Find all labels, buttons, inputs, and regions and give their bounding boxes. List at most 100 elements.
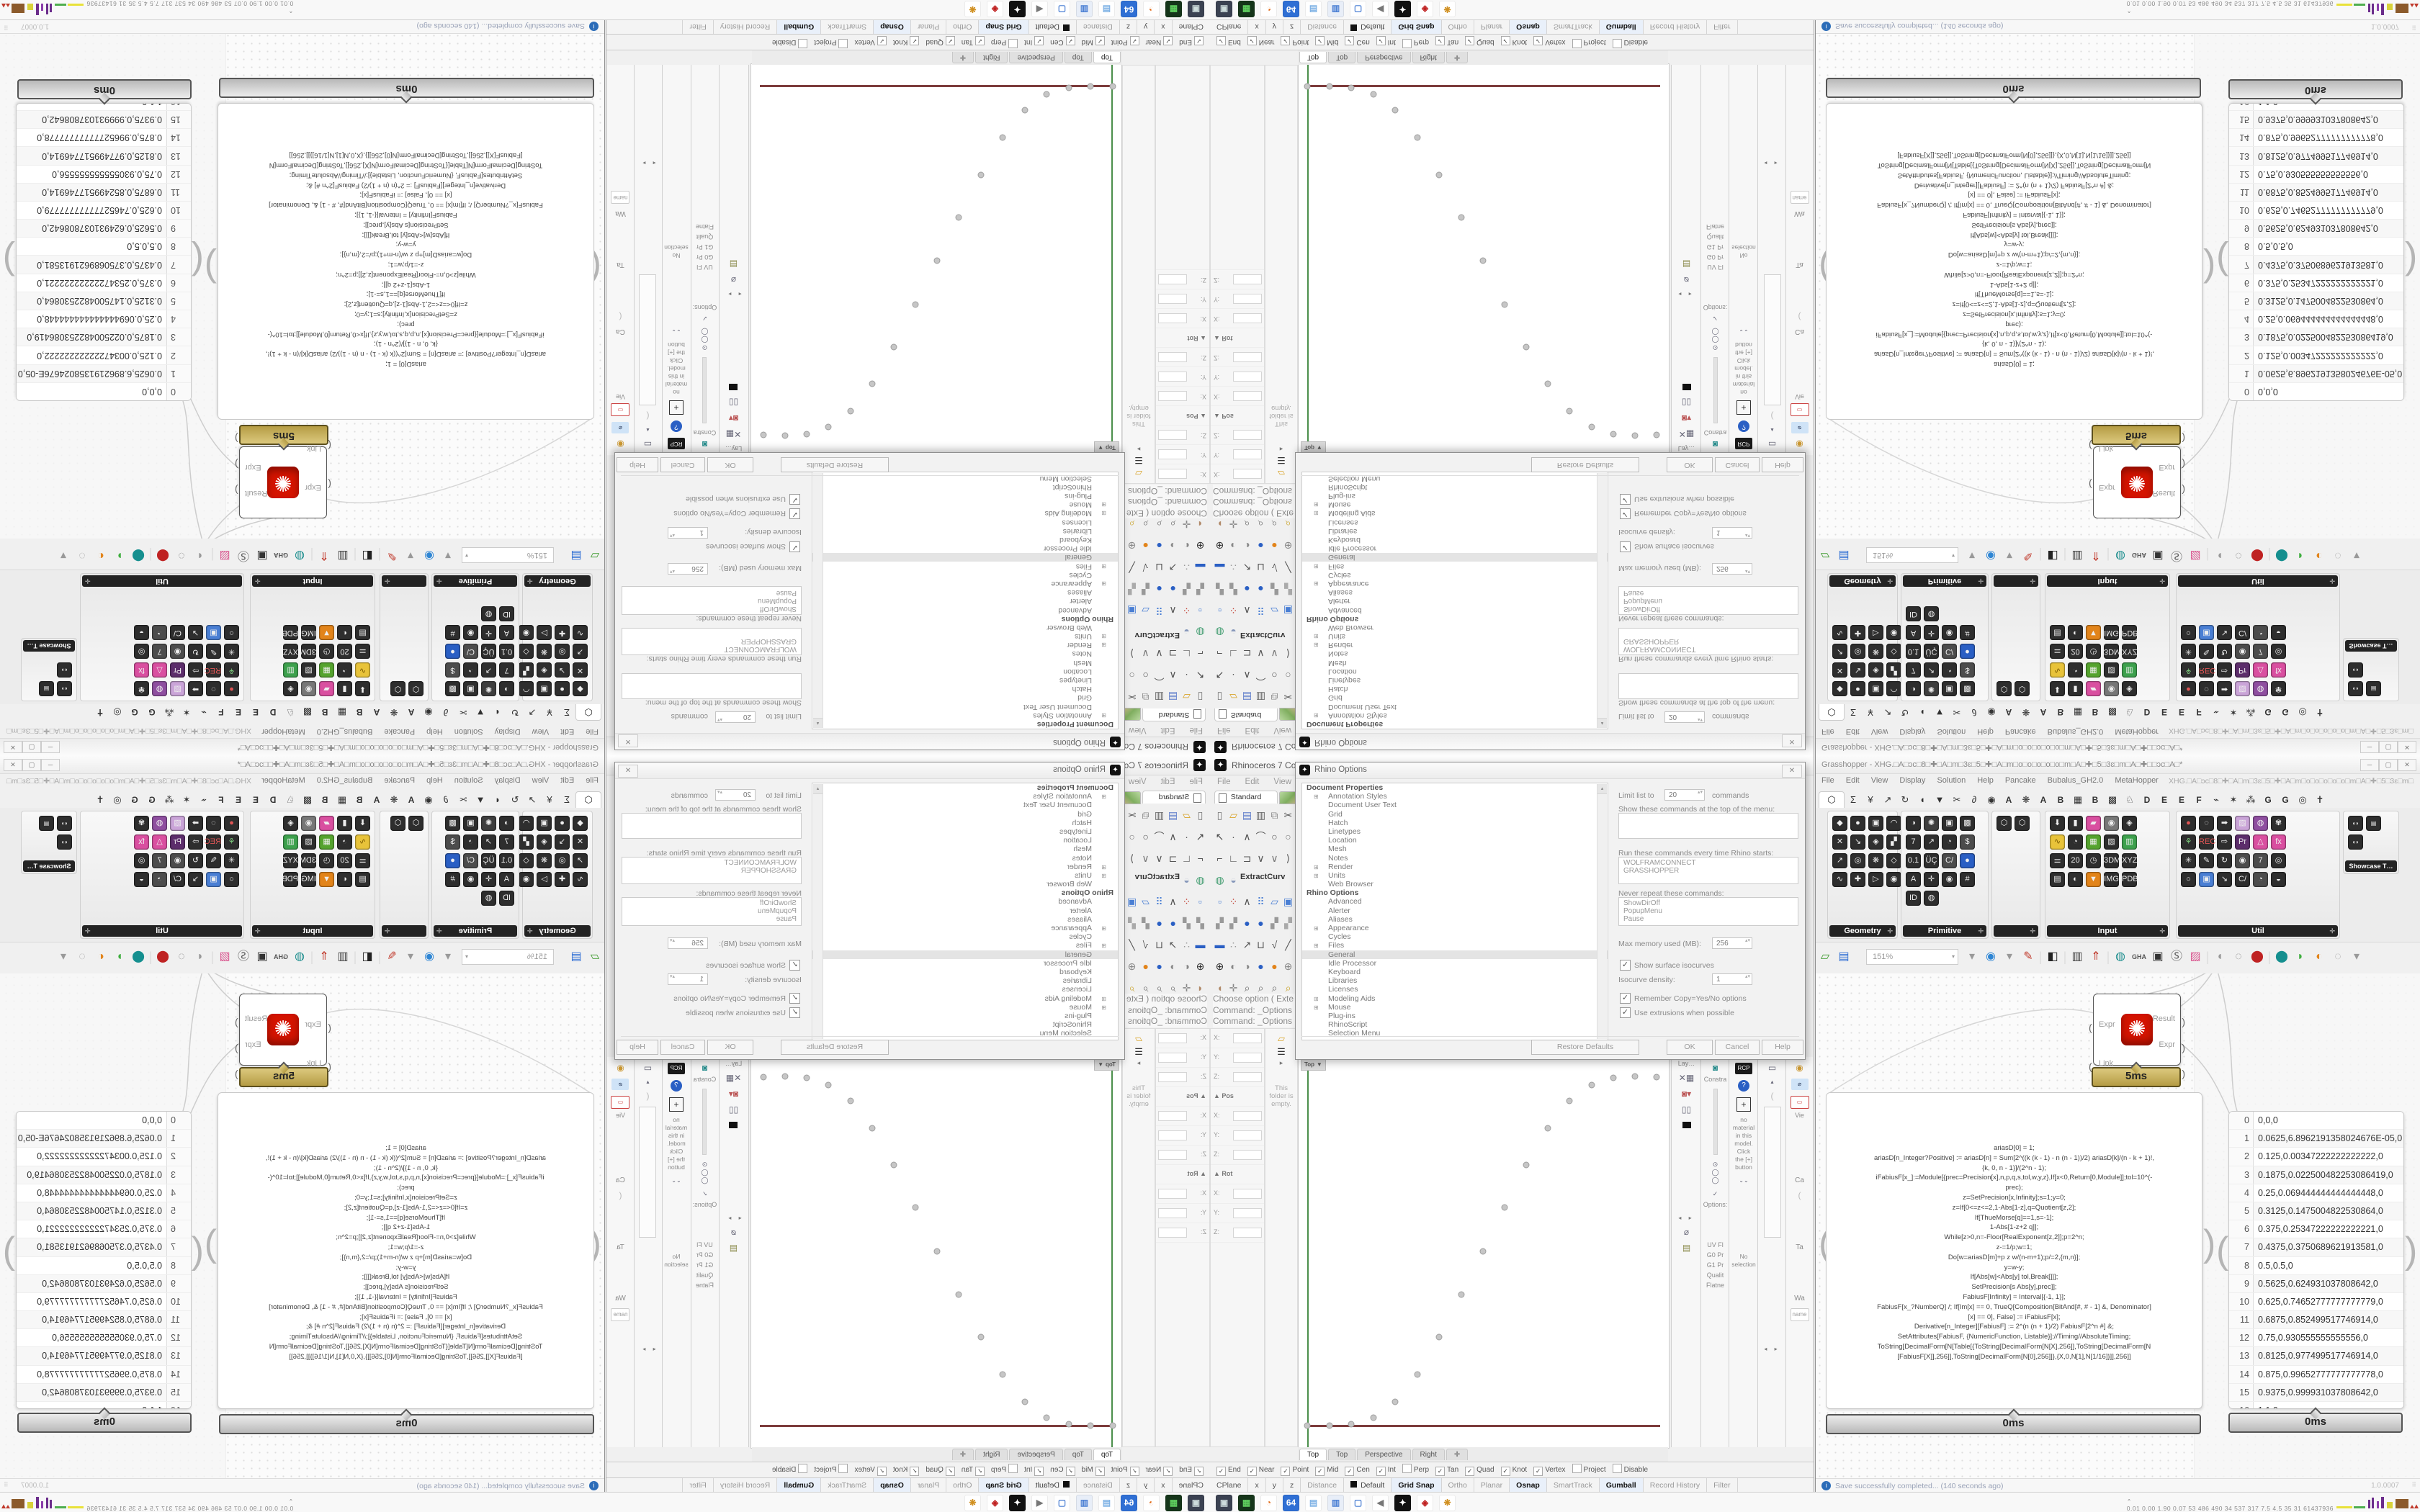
palette-icon[interactable]: ◈	[283, 816, 298, 831]
gh-canvas[interactable]: ( ) ( ) ( ( ) ) ) Expr Link Result Expr …	[1816, 973, 2420, 1478]
palette-icon[interactable]: REC	[205, 834, 221, 850]
input-nub[interactable]: (	[2089, 1061, 2092, 1072]
viewport-top[interactable]: Top ▼	[750, 1057, 1122, 1449]
boxedit-field[interactable]	[1233, 1053, 1262, 1063]
boxedit-field[interactable]	[1233, 352, 1262, 362]
palette-icon[interactable]: ◈	[2122, 681, 2137, 696]
gh-toolbar-icon[interactable]: ▤	[570, 549, 582, 562]
gh-tab[interactable]: ✶	[2229, 794, 2238, 805]
palette-icon[interactable]: ▦	[319, 662, 334, 678]
palette-icon[interactable]: ID	[499, 891, 514, 906]
palette-icon[interactable]: ◖◗	[2348, 662, 2363, 678]
gh-tab[interactable]: A	[2040, 707, 2047, 717]
restore-defaults-button[interactable]: Restore Defaults	[781, 1040, 889, 1055]
palette-icon[interactable]: C/	[2235, 872, 2250, 887]
gh-menu-item[interactable]: Edit	[560, 727, 575, 736]
gh-toolbar-icon[interactable]: ◖	[2216, 549, 2223, 562]
extrusions-checkbox[interactable]: ✓	[789, 1007, 800, 1018]
toolbar-icon[interactable]: ○	[1285, 670, 1291, 681]
gh-tab[interactable]: B	[321, 795, 328, 805]
palette-label[interactable]: ✛	[382, 575, 426, 587]
toolbar-icon[interactable]: ▥	[1154, 691, 1165, 703]
gh-tab[interactable]: E	[2178, 707, 2184, 717]
status-segment[interactable]: Record History	[1644, 1478, 1708, 1493]
list-panel-column[interactable]: ▭ ▴ ( ◂ ▸	[1757, 1057, 1786, 1447]
toolbar-icon[interactable]: ⊔	[1155, 939, 1163, 950]
taskbar-app-icon[interactable]: ◀	[1031, 1495, 1048, 1511]
toolbar-icon[interactable]: ▬	[1214, 939, 1225, 950]
boxedit-field[interactable]	[1158, 449, 1187, 459]
status-segment[interactable]: Grid Snap	[1392, 19, 1442, 34]
osnap-toggle[interactable]: ✓Knot	[1500, 1466, 1527, 1476]
gh-menu-item[interactable]: View	[1870, 727, 1888, 736]
toolbar-icon[interactable]: ↗	[1242, 562, 1252, 573]
taskbar-app-icon[interactable]: 64	[1121, 1, 1137, 17]
palette-icon[interactable]: ◖◗	[57, 681, 72, 696]
extrusions-checkbox[interactable]: ✓	[1620, 1007, 1631, 1018]
toolbar-icon[interactable]: ⁘	[1182, 896, 1191, 907]
toolbar-icon[interactable]: ◑	[1170, 960, 1176, 972]
status-segment[interactable]: y	[1265, 19, 1283, 34]
gh-tab[interactable]: F	[2196, 795, 2202, 805]
palette-icon[interactable]: ▤	[39, 681, 54, 696]
viewport-tab[interactable]: Top	[1064, 1449, 1092, 1460]
palette-icon[interactable]: fx	[134, 662, 149, 678]
palette-icon[interactable]: $	[445, 662, 460, 678]
palette-icon[interactable]: ❋	[1868, 644, 1883, 659]
toolbar-icon[interactable]: ╱	[1129, 939, 1135, 950]
toolbar-icon[interactable]: ◍	[1215, 874, 1224, 886]
toolbar-icon[interactable]: ▤	[1168, 691, 1178, 703]
osnap-toggle[interactable]: ✓Mid	[1082, 36, 1105, 46]
close-button[interactable]: ✕	[2398, 759, 2416, 771]
gh-menu-item[interactable]: MetaHopper	[261, 776, 305, 785]
palette-label[interactable]: Geometry ✛	[524, 925, 591, 937]
taskbar-app-icon[interactable]: 64	[1283, 1, 1299, 17]
gh-toolbar-icon[interactable]: ◉	[1986, 549, 1996, 562]
status-segment[interactable]: z	[1119, 19, 1137, 34]
rhino-menu-item[interactable]: File	[1189, 726, 1203, 734]
tree-item[interactable]: Idle Processor	[1043, 958, 1092, 968]
toolbar-icon[interactable]: ●	[1258, 540, 1264, 552]
status-segment[interactable]: Osnap	[1510, 19, 1547, 34]
gh-tab[interactable]: ▦	[337, 707, 347, 718]
output-nub[interactable]: )	[235, 485, 238, 496]
palette-icon[interactable]: ✛	[1924, 625, 1939, 640]
gh-tab[interactable]: ▼	[475, 794, 485, 805]
status-segment[interactable]: x	[1154, 1478, 1172, 1493]
palette-icon[interactable]: ▤	[2366, 816, 2381, 831]
palette-icon[interactable]: ↻	[2217, 853, 2232, 868]
boxedit-row[interactable]: Y:	[1156, 1204, 1209, 1223]
taskbar-app-icon[interactable]: ◀	[1372, 1495, 1389, 1511]
gh-tab[interactable]: ⁂	[164, 794, 174, 805]
gh-toolbar-icon[interactable]: ⇑	[2091, 950, 2101, 963]
boxedit-field[interactable]	[1233, 391, 1262, 401]
palette-icon[interactable]: ◷	[2086, 644, 2101, 659]
status-segment[interactable]: Gumball	[1599, 19, 1644, 34]
toolbar-icon[interactable]: ⊕	[1283, 960, 1293, 972]
toolbar-icon[interactable]: ⊕	[1127, 540, 1137, 552]
toolbar-icon[interactable]: ⠿	[1155, 605, 1163, 616]
toolbar-icon[interactable]: ·	[1185, 831, 1188, 842]
command-history[interactable]: Choose option ( Exte Command: _Options Com…	[1125, 994, 1207, 1027]
ok-button[interactable]: OK	[707, 1040, 753, 1055]
toolbar-icon[interactable]: ○	[1129, 670, 1135, 681]
palette-icon[interactable]: A	[1906, 872, 1921, 887]
wolfram-component[interactable]: ( ( ) ) ) Expr Link Result Expr Link ✺	[235, 433, 331, 518]
tree-item[interactable]: Linetypes	[1328, 676, 1361, 685]
palette-icon[interactable]: IMG	[301, 872, 316, 887]
gh-menu-item[interactable]: Bubalus_GH2.0	[316, 776, 373, 785]
palette-icon[interactable]: ▨	[2235, 816, 2250, 831]
gh-toolbar-icon[interactable]: ⇑	[319, 549, 329, 562]
palette-label[interactable]: Util ✛	[2178, 575, 2338, 587]
palette-icon[interactable]: ✾	[134, 816, 149, 831]
palette-icon[interactable]: PDB	[2122, 872, 2138, 887]
boxedit-row[interactable]: Y:	[1211, 1048, 1264, 1068]
boxedit-row[interactable]: ▲ Pos	[1211, 405, 1264, 425]
palette-icon[interactable]: ✳	[2181, 853, 2196, 868]
tree-item[interactable]: Licenses	[1328, 518, 1358, 527]
status-segment[interactable]: Default	[1344, 1478, 1392, 1493]
toolbar-icon[interactable]: ⊔	[1257, 562, 1265, 573]
tree-item[interactable]: Libraries	[1062, 526, 1092, 536]
toolbar-icon[interactable]: ▞	[1216, 917, 1224, 929]
palette-icon[interactable]: ◎	[134, 853, 149, 868]
